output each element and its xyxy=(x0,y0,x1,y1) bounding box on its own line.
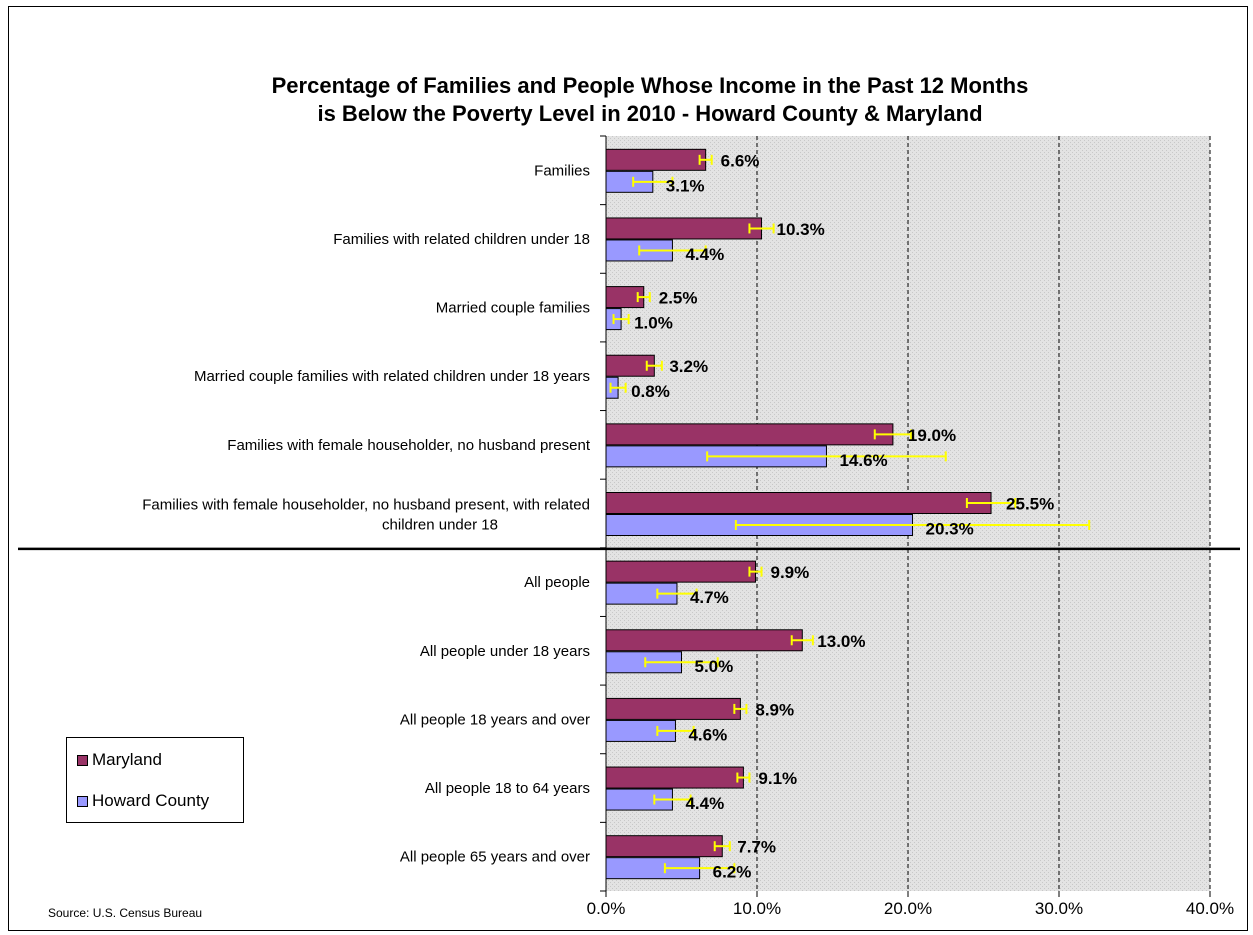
data-label-howard: 4.6% xyxy=(688,725,727,744)
data-label-maryland: 9.9% xyxy=(770,563,809,582)
category-label: All people 18 to 64 years xyxy=(425,780,590,797)
x-tick-label: 30.0% xyxy=(1035,899,1083,918)
legend-label-howard: Howard County xyxy=(92,791,209,811)
data-label-maryland: 10.3% xyxy=(777,220,825,239)
bar-maryland xyxy=(606,630,802,651)
category-label: Families xyxy=(534,162,590,179)
data-label-howard: 20.3% xyxy=(926,520,974,539)
category-label: All people under 18 years xyxy=(420,643,590,660)
category-label: Families with related children under 18 xyxy=(333,231,590,248)
category-label: All people 65 years and over xyxy=(400,849,590,866)
legend-item-maryland: Maryland xyxy=(77,749,162,771)
bar-maryland xyxy=(606,698,740,719)
data-label-howard: 4.7% xyxy=(690,588,729,607)
data-label-maryland: 7.7% xyxy=(737,838,776,857)
data-label-howard: 3.1% xyxy=(666,176,705,195)
bar-maryland xyxy=(606,767,743,788)
data-label-maryland: 9.1% xyxy=(758,769,797,788)
data-label-maryland: 8.9% xyxy=(755,700,794,719)
data-label-maryland: 13.0% xyxy=(817,632,865,651)
bar-maryland xyxy=(606,561,755,582)
category-label: All people xyxy=(524,574,590,591)
data-label-maryland: 6.6% xyxy=(721,151,760,170)
bar-maryland xyxy=(606,493,991,514)
x-tick-label: 20.0% xyxy=(884,899,932,918)
category-label: Families with female householder, no hus… xyxy=(227,437,591,454)
data-label-maryland: 19.0% xyxy=(908,426,956,445)
bar-maryland xyxy=(606,836,722,857)
category-label: Married couple families with related chi… xyxy=(194,368,590,385)
bar-maryland xyxy=(606,218,762,239)
source-note: Source: U.S. Census Bureau xyxy=(48,906,202,920)
category-label: Married couple families xyxy=(436,300,590,317)
category-label: children under 18 xyxy=(382,517,498,534)
bar-maryland xyxy=(606,149,706,170)
data-label-maryland: 3.2% xyxy=(669,357,708,376)
data-label-howard: 14.6% xyxy=(839,451,887,470)
legend-item-howard: Howard County xyxy=(77,790,209,812)
x-tick-label: 40.0% xyxy=(1186,899,1234,918)
data-label-howard: 4.4% xyxy=(685,794,724,813)
category-label: Families with female householder, no hus… xyxy=(142,497,590,514)
legend-swatch-howard xyxy=(77,796,88,807)
bar-maryland xyxy=(606,424,893,445)
data-label-howard: 5.0% xyxy=(695,657,734,676)
data-label-maryland: 25.5% xyxy=(1006,495,1054,514)
chart-legend: Maryland Howard County xyxy=(66,737,244,823)
data-label-maryland: 2.5% xyxy=(659,289,698,308)
category-label: All people 18 years and over xyxy=(400,711,590,728)
data-label-howard: 4.4% xyxy=(685,245,724,264)
legend-swatch-maryland xyxy=(77,755,88,766)
x-tick-label: 10.0% xyxy=(733,899,781,918)
legend-label-maryland: Maryland xyxy=(92,750,162,770)
data-label-howard: 6.2% xyxy=(713,863,752,882)
data-label-howard: 0.8% xyxy=(631,382,670,401)
x-tick-label: 0.0% xyxy=(587,899,626,918)
data-label-howard: 1.0% xyxy=(634,314,673,333)
